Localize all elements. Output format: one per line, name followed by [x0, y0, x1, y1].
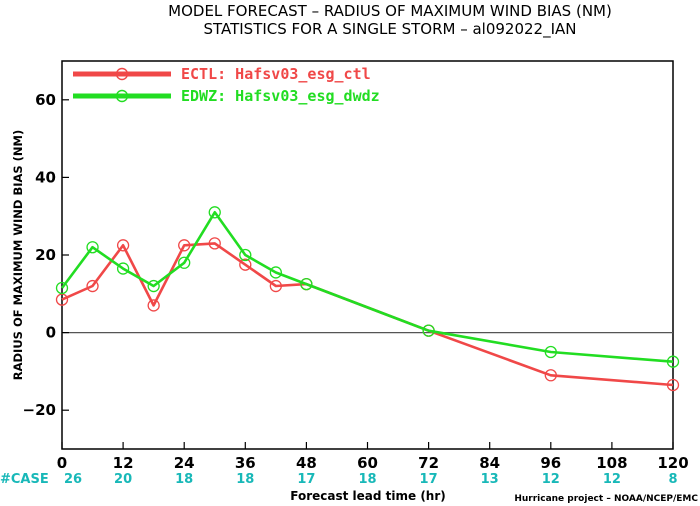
data-point [86, 241, 99, 254]
x-tick-label: 36 [235, 454, 256, 472]
y-tick-label: 20 [35, 246, 56, 264]
x-tick-label: 12 [113, 454, 134, 472]
data-point [239, 258, 252, 271]
case-count: 17 [420, 472, 438, 487]
y-axis-label: RADIUS OF MAXIMUM WIND BIAS (NM) [11, 130, 25, 381]
y-tick-label: 40 [35, 168, 56, 186]
case-count: 18 [358, 472, 376, 487]
x-axis-label: Forecast lead time (hr) [290, 489, 446, 503]
data-point [86, 279, 99, 293]
series-1 [55, 206, 680, 368]
data-point [422, 324, 435, 337]
case-counts: #CASE 26 20 18 18 17 18 17 13 12 12 8 [0, 472, 678, 487]
x-tick-label: 84 [479, 454, 500, 472]
data-point [239, 248, 252, 262]
case-label: #CASE [0, 472, 49, 487]
chart-subtitle: STATISTICS FOR A SINGLE STORM – al092022… [203, 20, 576, 39]
data-point [300, 277, 313, 291]
data-point [544, 345, 557, 359]
case-count: 12 [542, 472, 560, 487]
data-point [208, 206, 221, 219]
data-point [55, 281, 69, 295]
series-0 [55, 237, 680, 392]
legend-marker [115, 67, 129, 81]
case-count: 26 [64, 472, 82, 487]
legend-entry-1: EDWZ: Hafsv03_esg_dwdz [73, 87, 380, 105]
data-point [208, 237, 221, 250]
x-tick-label: 120 [657, 454, 688, 472]
data-point [269, 279, 283, 293]
x-tick-label: 96 [540, 454, 561, 472]
credit-text: Hurricane project – NOAA/NCEP/EMC [514, 494, 698, 504]
case-count: 13 [481, 472, 499, 487]
x-tick-label: 108 [596, 454, 627, 472]
x-tick-label: 60 [357, 454, 378, 472]
plot-frame [61, 60, 674, 450]
legend: ECTL: Hafsv03_esg_ctl EDWZ: Hafsv03_esg_d… [73, 65, 380, 105]
case-count: 18 [175, 472, 193, 487]
x-tick-label: 72 [418, 454, 439, 472]
series-line [61, 242, 674, 387]
y-tick-label: 60 [35, 91, 56, 109]
x-tick-label: 24 [174, 454, 195, 472]
y-tick-label: −20 [23, 401, 56, 419]
data-point [666, 355, 680, 368]
y-axis: −20 0 20 40 60 [23, 91, 69, 419]
legend-entry-0: ECTL: Hafsv03_esg_ctl [73, 65, 371, 83]
case-count: 20 [114, 472, 132, 487]
legend-label: EDWZ: Hafsv03_esg_dwdz [181, 87, 380, 105]
x-tick-label: 0 [57, 454, 67, 472]
data-point [116, 262, 130, 275]
chart-title: MODEL FORECAST – RADIUS OF MAXIMUM WIND … [168, 2, 612, 20]
data-point [178, 256, 191, 269]
data-point [147, 279, 160, 293]
data-point [544, 369, 557, 382]
x-tick-label: 48 [296, 454, 317, 472]
data-point [116, 239, 130, 252]
legend-label: ECTL: Hafsv03_esg_ctl [181, 65, 371, 83]
case-count: 8 [668, 472, 677, 487]
y-tick-label: 0 [46, 324, 56, 342]
case-count: 18 [236, 472, 254, 487]
series-layer [55, 206, 680, 392]
data-point [269, 266, 283, 279]
case-count: 17 [297, 472, 315, 487]
legend-marker [115, 89, 129, 103]
series-line [60, 211, 674, 363]
case-count: 12 [603, 472, 621, 487]
data-point [147, 299, 160, 312]
data-point [666, 378, 680, 392]
data-point [178, 239, 191, 252]
x-axis: 0 12 24 36 48 60 72 84 96 108 120 [57, 442, 689, 472]
